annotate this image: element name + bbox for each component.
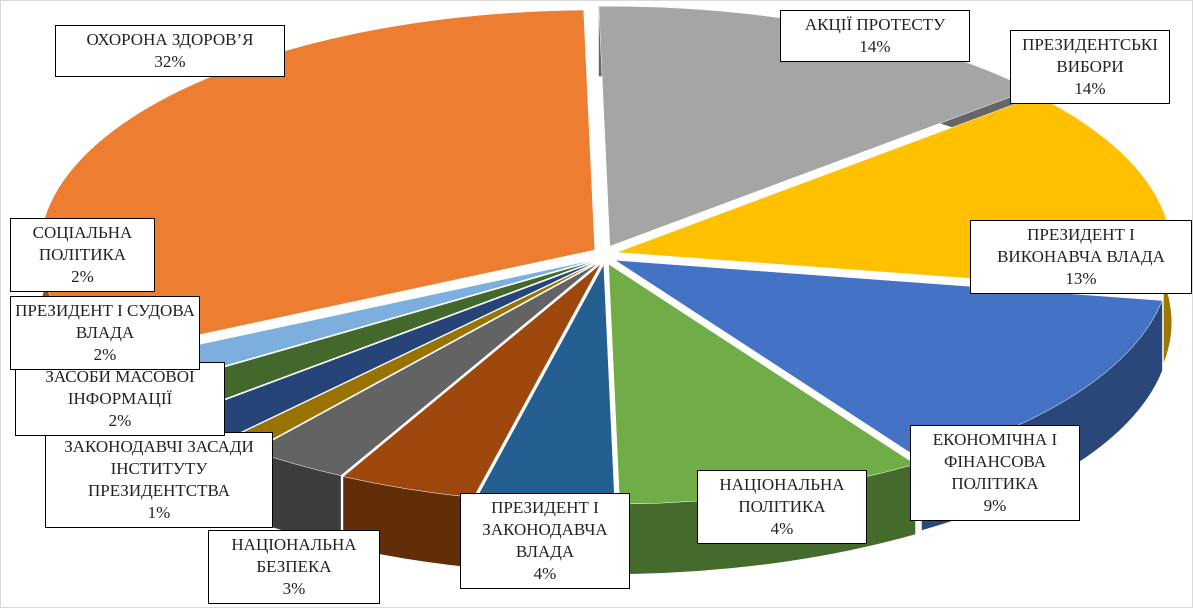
value-label: 3% — [282, 579, 306, 598]
data-label: НАЦІОНАЛЬНА БЕЗПЕКА 3% — [208, 530, 380, 604]
data-label: ПРЕЗИДЕНТ І СУДОВА ВЛАДА 2% — [10, 296, 200, 370]
value-label: 2% — [93, 345, 117, 364]
value-label: 4% — [533, 564, 557, 583]
value-label: 2% — [108, 411, 132, 430]
data-label: СОЦІАЛЬНА ПОЛІТИКА 2% — [10, 218, 155, 292]
data-label: ЕКОНОМІЧНА І ФІНАНСОВА ПОЛІТИКА 9% — [910, 425, 1080, 521]
category-name: ПРЕЗИДЕНТ І СУДОВА ВЛАДА — [15, 301, 195, 342]
value-label: 1% — [147, 503, 171, 522]
category-name: ПРЕЗИДЕНТ І ВИКОНАВЧА ВЛАДА — [997, 225, 1165, 266]
value-label: 14% — [1074, 79, 1106, 98]
slice-side — [253, 450, 341, 546]
category-name: ОХОРОНА ЗДОРОВ’Я — [86, 30, 254, 49]
category-name: НАЦІОНАЛЬНА БЕЗПЕКА — [231, 535, 357, 576]
data-label: АКЦІЇ ПРОТЕСТУ 14% — [780, 10, 970, 62]
data-label: ПРЕЗИДЕНТ І ВИКОНАВЧА ВЛАДА 13% — [970, 220, 1192, 294]
data-label: ОХОРОНА ЗДОРОВ’Я 32% — [55, 25, 285, 77]
value-label: 4% — [770, 519, 794, 538]
data-label: ЗАКОНОДАВЧІ ЗАСАДИ ІНСТИТУТУ ПРЕЗИДЕНТСТ… — [45, 432, 273, 528]
category-name: ЗАСОБИ МАСОВОЇ ІНФОРМАЦІЇ — [45, 367, 195, 408]
value-label: 13% — [1065, 269, 1097, 288]
category-name: ПРЕЗИДЕНТ І ЗАКОНОДАВЧА ВЛАДА — [482, 498, 608, 561]
data-label: ЗАСОБИ МАСОВОЇ ІНФОРМАЦІЇ 2% — [15, 362, 225, 436]
category-name: АКЦІЇ ПРОТЕСТУ — [804, 15, 946, 34]
value-label: 2% — [71, 267, 94, 286]
data-label: ПРЕЗИДЕНТ І ЗАКОНОДАВЧА ВЛАДА 4% — [460, 493, 630, 589]
category-name: ЕКОНОМІЧНА І ФІНАНСОВА ПОЛІТИКА — [932, 430, 1058, 493]
value-label: 14% — [859, 37, 891, 56]
category-name: ПРЕЗИДЕНТСЬКІ ВИБОРИ — [1022, 35, 1158, 76]
data-label: НАЦІОНАЛЬНА ПОЛІТИКА 4% — [697, 470, 867, 544]
category-name: ЗАКОНОДАВЧІ ЗАСАДИ ІНСТИТУТУ ПРЕЗИДЕНТСТ… — [64, 437, 254, 500]
category-name: НАЦІОНАЛЬНА ПОЛІТИКА — [719, 475, 845, 516]
data-label: ПРЕЗИДЕНТСЬКІ ВИБОРИ 14% — [1010, 30, 1170, 104]
value-label: 32% — [154, 52, 186, 71]
value-label: 9% — [983, 496, 1007, 515]
category-name: СОЦІАЛЬНА ПОЛІТИКА — [32, 223, 133, 264]
